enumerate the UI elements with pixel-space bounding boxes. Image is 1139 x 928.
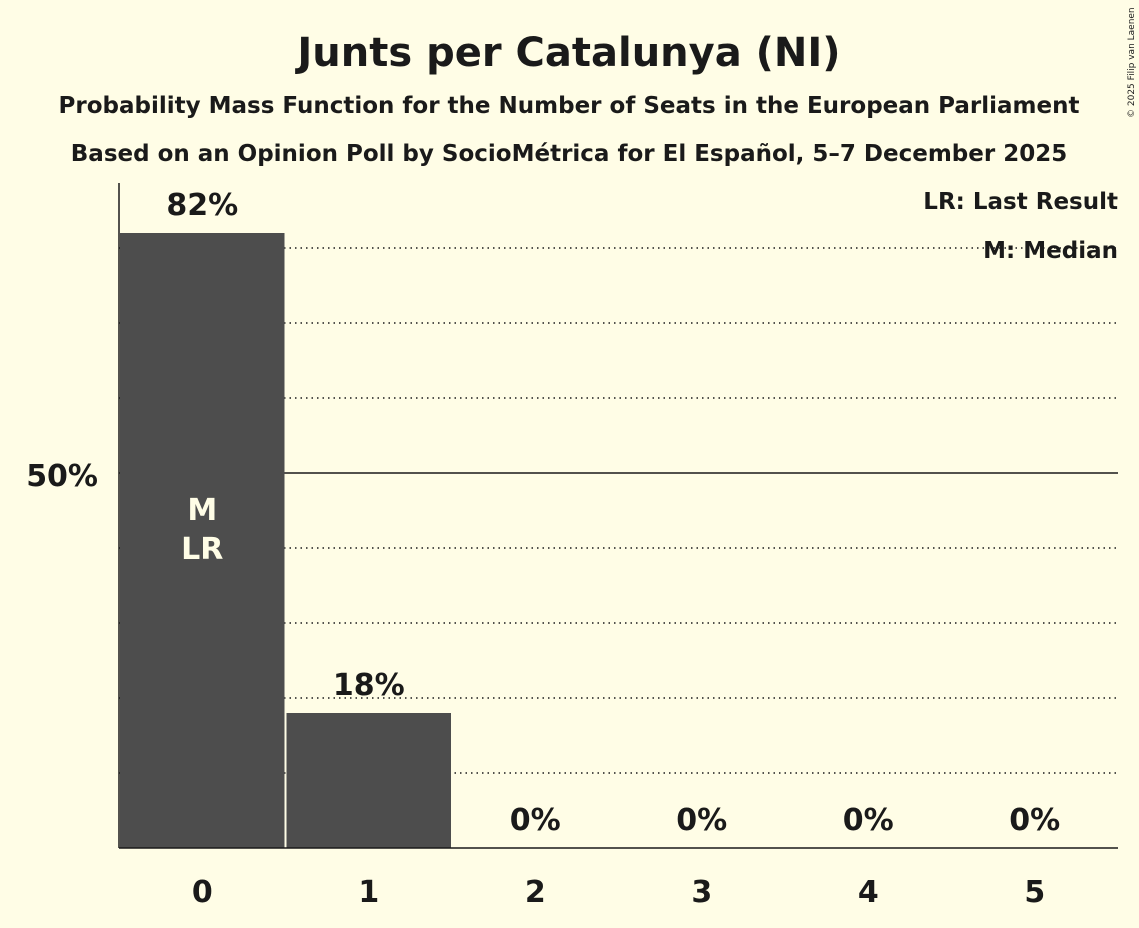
- bars: 82% 0 18% 1 0% 2 0% 3 0% 4 0% 5 M LR: [120, 188, 1060, 910]
- gridlines: [119, 247, 1118, 774]
- median-marker: M: [187, 493, 217, 528]
- legend-last-result: LR: Last Result: [923, 189, 1118, 215]
- x-tick-label: 4: [858, 875, 879, 910]
- bar-0: [120, 233, 285, 848]
- x-tick-label: 2: [525, 875, 546, 910]
- x-tick-label: 3: [691, 875, 712, 910]
- chart-title: Junts per Catalunya (NI): [294, 30, 840, 76]
- data-label: 18%: [333, 668, 405, 703]
- chart-subtitle-2: Based on an Opinion Poll by SocioMétrica…: [71, 141, 1067, 167]
- data-label: 0%: [843, 803, 894, 838]
- data-label: 82%: [166, 188, 238, 223]
- x-tick-label: 5: [1024, 875, 1045, 910]
- data-label: 0%: [510, 803, 561, 838]
- chart-subtitle: Probability Mass Function for the Number…: [59, 93, 1080, 119]
- copyright: © 2025 Filip van Laenen: [1127, 7, 1137, 118]
- data-label: 0%: [676, 803, 727, 838]
- legend-median: M: Median: [983, 238, 1118, 264]
- x-tick-label: 0: [192, 875, 213, 910]
- y-tick-label: 50%: [26, 459, 98, 494]
- bar-1: [286, 713, 451, 848]
- x-tick-label: 1: [358, 875, 379, 910]
- data-label: 0%: [1009, 803, 1060, 838]
- last-result-marker: LR: [181, 532, 223, 567]
